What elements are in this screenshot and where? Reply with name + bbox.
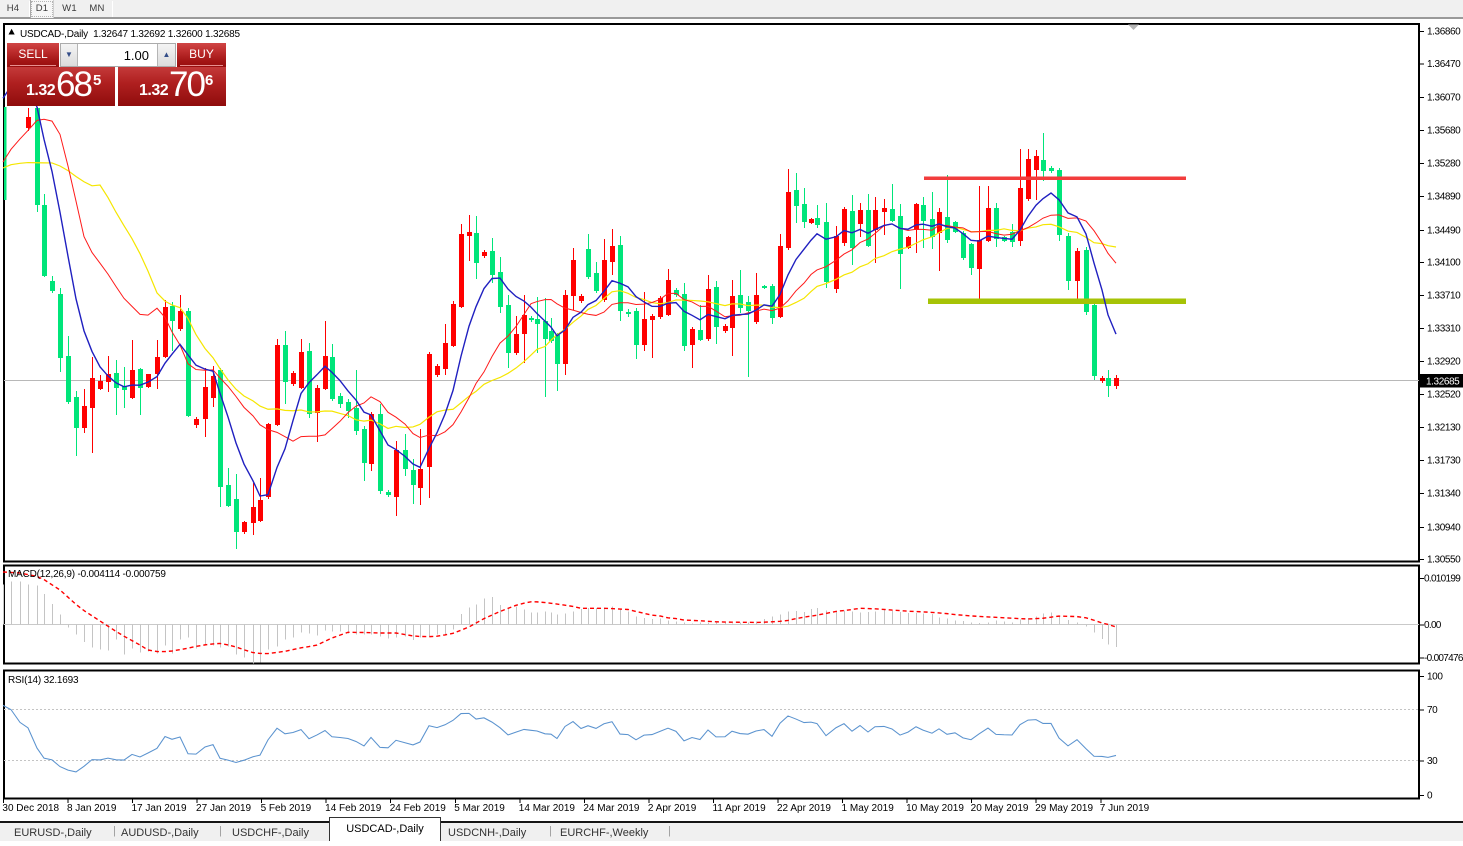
svg-text:MACD(12,26,9) -0.004114 -0.000: MACD(12,26,9) -0.004114 -0.000759: [8, 569, 166, 580]
svg-text:100: 100: [1427, 672, 1443, 683]
svg-text:0.010199: 0.010199: [1424, 574, 1461, 585]
svg-text:1.33310: 1.33310: [1427, 324, 1461, 335]
svg-text:14 Feb 2019: 14 Feb 2019: [325, 803, 382, 814]
svg-text:1.30550: 1.30550: [1427, 555, 1461, 566]
svg-text:1.35680: 1.35680: [1427, 126, 1461, 137]
svg-text:29 May 2019: 29 May 2019: [1035, 803, 1093, 814]
svg-text:RSI(14) 32.1693: RSI(14) 32.1693: [8, 675, 79, 686]
svg-text:30: 30: [1427, 756, 1438, 767]
svg-text:24 Mar 2019: 24 Mar 2019: [583, 803, 640, 814]
svg-text:8 Jan 2019: 8 Jan 2019: [67, 803, 117, 814]
svg-text:1.33710: 1.33710: [1427, 291, 1461, 302]
svg-text:5 Mar 2019: 5 Mar 2019: [454, 803, 505, 814]
svg-text:1.34490: 1.34490: [1427, 226, 1461, 237]
svg-text:USDCAD-,Daily 1.32647 1.32692: USDCAD-,Daily 1.32647 1.32692 1.32600 1.…: [20, 29, 240, 40]
svg-text:14 Mar 2019: 14 Mar 2019: [519, 803, 576, 814]
svg-text:24 Feb 2019: 24 Feb 2019: [390, 803, 447, 814]
svg-text:1.30940: 1.30940: [1427, 523, 1461, 534]
svg-text:1.34890: 1.34890: [1427, 192, 1461, 203]
svg-text:30 Dec 2018: 30 Dec 2018: [2, 803, 59, 814]
svg-text:70: 70: [1427, 705, 1438, 716]
svg-text:0.00: 0.00: [1424, 620, 1442, 631]
svg-text:1 May 2019: 1 May 2019: [842, 803, 895, 814]
svg-text:17 Jan 2019: 17 Jan 2019: [132, 803, 187, 814]
svg-text:1.35280: 1.35280: [1427, 159, 1461, 170]
svg-text:27 Jan 2019: 27 Jan 2019: [196, 803, 251, 814]
svg-text:11 Apr 2019: 11 Apr 2019: [712, 803, 766, 814]
svg-text:1.31730: 1.31730: [1427, 456, 1461, 467]
svg-text:1.34100: 1.34100: [1427, 258, 1461, 269]
svg-text:22 Apr 2019: 22 Apr 2019: [777, 803, 831, 814]
svg-text:10 May 2019: 10 May 2019: [906, 803, 964, 814]
svg-text:5 Feb 2019: 5 Feb 2019: [261, 803, 312, 814]
svg-text:20 May 2019: 20 May 2019: [971, 803, 1029, 814]
svg-text:-0.007476: -0.007476: [1424, 653, 1463, 664]
svg-text:1.36470: 1.36470: [1427, 59, 1461, 70]
svg-text:7 Jun 2019: 7 Jun 2019: [1100, 803, 1150, 814]
svg-text:1.36860: 1.36860: [1427, 27, 1461, 38]
svg-text:1.31340: 1.31340: [1427, 489, 1461, 500]
svg-text:1.32520: 1.32520: [1427, 390, 1461, 401]
svg-text:1.32920: 1.32920: [1427, 357, 1461, 368]
svg-text:1.32685: 1.32685: [1426, 377, 1460, 388]
svg-text:0: 0: [1427, 791, 1433, 802]
svg-text:1.32130: 1.32130: [1427, 423, 1461, 434]
svg-text:1.36070: 1.36070: [1427, 93, 1461, 104]
svg-text:2 Apr 2019: 2 Apr 2019: [648, 803, 697, 814]
